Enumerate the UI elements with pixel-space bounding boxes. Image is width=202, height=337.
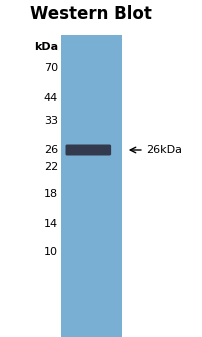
Text: 26kDa: 26kDa	[145, 145, 181, 155]
Bar	[61, 35, 121, 337]
Text: Western Blot: Western Blot	[30, 5, 152, 23]
Text: 14: 14	[44, 219, 58, 229]
FancyBboxPatch shape	[65, 145, 110, 155]
Text: 22: 22	[43, 162, 58, 172]
Text: 10: 10	[44, 247, 58, 257]
Text: 26: 26	[44, 145, 58, 155]
Text: 18: 18	[44, 189, 58, 199]
Text: 33: 33	[44, 116, 58, 126]
Text: 70: 70	[44, 63, 58, 73]
Text: 44: 44	[43, 93, 58, 103]
Text: kDa: kDa	[34, 42, 58, 52]
